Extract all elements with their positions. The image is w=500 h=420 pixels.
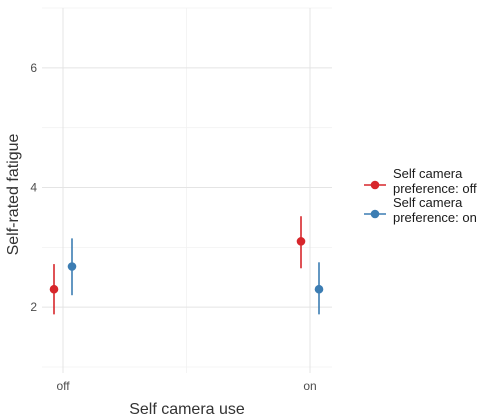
legend-key-point	[370, 180, 380, 190]
x-tick-label: off	[56, 379, 70, 393]
data-point	[49, 284, 59, 294]
y-tick-label: 4	[30, 181, 37, 195]
legend-label: Self camera	[393, 166, 463, 181]
grid-major	[42, 7, 332, 373]
data-marks	[49, 216, 324, 315]
x-tick-label: on	[303, 379, 316, 393]
data-point	[314, 284, 324, 294]
y-tick-label: 6	[30, 61, 37, 75]
y-tick-label: 2	[30, 300, 37, 314]
y-axis-title: Self-rated fatigue	[5, 133, 22, 255]
legend-label: preference: off	[393, 181, 477, 196]
data-point	[296, 237, 306, 246]
legend-label: Self camera	[393, 195, 463, 210]
legend-label: preference: on	[393, 210, 477, 225]
x-axis-title: Self camera use	[129, 401, 245, 418]
y-axis-ticks: 2 4 6	[30, 61, 37, 314]
x-axis-ticks: off on	[56, 379, 316, 393]
data-point	[67, 262, 77, 271]
legend-key-point	[370, 209, 380, 219]
